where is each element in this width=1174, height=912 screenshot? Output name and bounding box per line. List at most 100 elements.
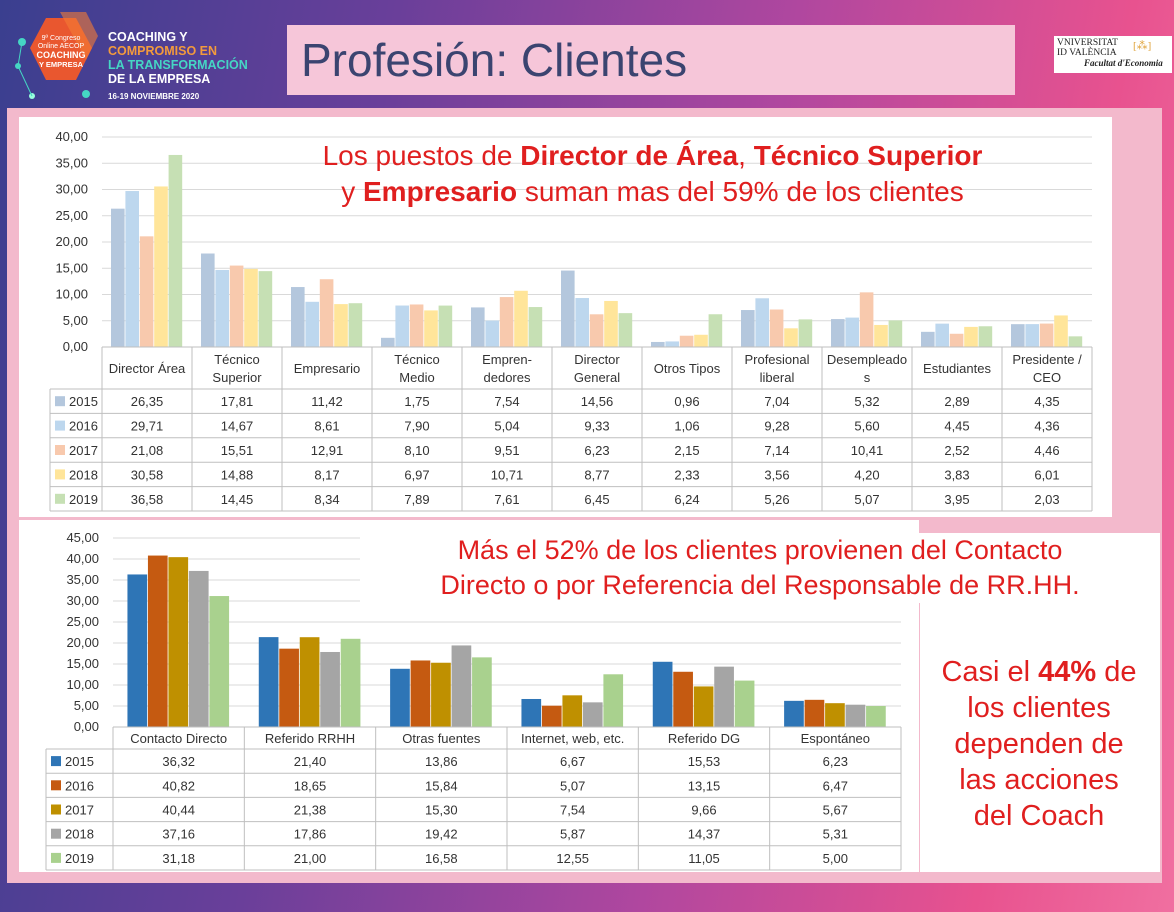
legend-swatch-2015 xyxy=(51,756,61,767)
bar-2019 xyxy=(866,706,886,727)
university-logo: VNIVERSITAT ID VALÈNCIA [⁂] Facultat d'E… xyxy=(1054,36,1172,73)
legend-swatch-2018 xyxy=(55,469,65,480)
bar-2017 xyxy=(679,335,694,347)
legend-label: 2016 xyxy=(69,419,98,434)
conf-title-line-4: DE LA EMPRESA xyxy=(108,72,211,86)
table-cell: 37,16 xyxy=(162,827,195,842)
top-callout-line-2: y Empresario suman mas del 59% de los cl… xyxy=(341,176,964,207)
table-cell: 4,46 xyxy=(1034,443,1059,458)
bar-2017 xyxy=(769,309,784,347)
table-cell: 6,67 xyxy=(560,754,585,769)
table-cell: 17,86 xyxy=(294,827,327,842)
y-tick-label: 15,00 xyxy=(66,656,99,671)
conf-date: 16-19 NOVIEMBRE 2020 xyxy=(108,92,200,101)
table-cell: 12,91 xyxy=(311,443,344,458)
legend-swatch-2017 xyxy=(55,445,65,455)
table-cell: 8,34 xyxy=(314,492,339,507)
source-chart: 45,00 40,00 35,00 30,00 25,00 20,00 15,00 10,00… xyxy=(45,530,902,871)
table-cell: 15,30 xyxy=(425,803,458,818)
right-callout: Casi el 44% de los clientes dependen de … xyxy=(920,654,1158,834)
legend-label: 2017 xyxy=(69,443,98,458)
badge-line-4: Y EMPRESA xyxy=(39,60,84,69)
bar-2015 xyxy=(258,637,279,727)
legend-swatch-2019 xyxy=(51,852,61,863)
right-callout-line-4: las acciones xyxy=(959,764,1119,796)
bar-2016 xyxy=(845,317,859,347)
y-tick-label: 5,00 xyxy=(63,313,88,328)
bar-2017 xyxy=(319,279,334,347)
table-cell: 9,28 xyxy=(764,419,789,434)
table-cell: 2,33 xyxy=(674,467,699,482)
legend-label: 2019 xyxy=(69,492,98,507)
table-cell: 14,37 xyxy=(688,827,721,842)
congress-logo: 9º Congreso Online AECOP COACHING Y EMPR… xyxy=(15,12,98,99)
category-label: Otras fuentes xyxy=(402,731,481,746)
bottom-callout-line-2: Directo o por Referencia del Responsable… xyxy=(440,570,1080,600)
y-tick-label: 20,00 xyxy=(66,635,99,650)
table-cell: 7,54 xyxy=(494,394,519,409)
bar-2015 xyxy=(471,307,485,347)
y-tick-label: 30,00 xyxy=(55,182,88,197)
table-cell: 4,20 xyxy=(854,467,879,482)
top-callout-line-1: Los puestos de Director de Área, Técnico… xyxy=(322,140,983,171)
conference-title: COACHING Y COMPROMISO EN LA TRANSFORMACI… xyxy=(108,30,248,104)
bar-2016 xyxy=(215,269,229,347)
table-cell: 6,23 xyxy=(584,443,609,458)
table-cell: 10,41 xyxy=(851,443,884,458)
university-mark-icon: [⁂] xyxy=(1133,40,1152,52)
bar-2019 xyxy=(209,596,230,727)
category-label: Empresario xyxy=(294,361,360,376)
conf-title-line-1: COACHING Y xyxy=(108,30,188,44)
table-cell: 14,45 xyxy=(221,492,254,507)
bar-2019 xyxy=(258,271,273,347)
table-cell: 1,75 xyxy=(404,394,429,409)
legend-label: 2016 xyxy=(65,778,94,793)
bar-2016 xyxy=(305,301,319,347)
bar-2019 xyxy=(340,638,361,727)
bar-2017 xyxy=(499,297,514,347)
table-cell: 40,44 xyxy=(162,803,195,818)
bar-2018 xyxy=(604,300,618,347)
bar-2016 xyxy=(804,699,825,727)
bottom-callout: Más el 52% de los clientes provienen del… xyxy=(360,533,1160,603)
table-cell: 9,51 xyxy=(494,443,519,458)
bar-2019 xyxy=(708,314,723,347)
table-cell: 5,00 xyxy=(823,851,848,866)
y-tick-label: 30,00 xyxy=(66,593,99,608)
legend-label: 2017 xyxy=(65,803,94,818)
bar-2019 xyxy=(888,320,903,347)
bar-2015 xyxy=(651,341,665,347)
bar-2017 xyxy=(409,304,424,347)
table-cell: 15,84 xyxy=(425,778,458,793)
bar-2019 xyxy=(618,313,633,347)
bar-2017 xyxy=(825,703,845,727)
bar-2019 xyxy=(734,680,755,727)
bar-2016 xyxy=(410,660,431,727)
table-cell: 5,26 xyxy=(764,492,789,507)
table-cell: 1,06 xyxy=(674,419,699,434)
table-cell: 13,86 xyxy=(425,754,458,769)
legend-swatch-2016 xyxy=(51,780,61,791)
category-label: dedores xyxy=(484,370,531,385)
bar-2019 xyxy=(438,305,453,347)
bar-2017 xyxy=(229,265,244,347)
table-cell: 7,14 xyxy=(764,443,789,458)
table-cell: 4,35 xyxy=(1034,394,1059,409)
bar-2018 xyxy=(424,310,438,347)
table-cell: 3,83 xyxy=(944,467,969,482)
legend-label: 2018 xyxy=(69,467,98,482)
bar-2017 xyxy=(299,637,320,727)
table-cell: 19,42 xyxy=(425,827,458,842)
table-cell: 6,45 xyxy=(584,492,609,507)
legend-swatch-2015 xyxy=(55,396,65,407)
bar-2015 xyxy=(381,337,395,347)
legend-swatch-2019 xyxy=(55,493,65,504)
table-cell: 21,08 xyxy=(131,443,164,458)
bar-2016 xyxy=(147,555,168,727)
bar-2018 xyxy=(964,326,978,347)
bar-2017 xyxy=(431,662,451,727)
bar-2016 xyxy=(485,320,499,347)
table-cell: 5,07 xyxy=(560,778,585,793)
y-tick-label: 25,00 xyxy=(55,208,88,223)
bar-2018 xyxy=(188,570,209,727)
